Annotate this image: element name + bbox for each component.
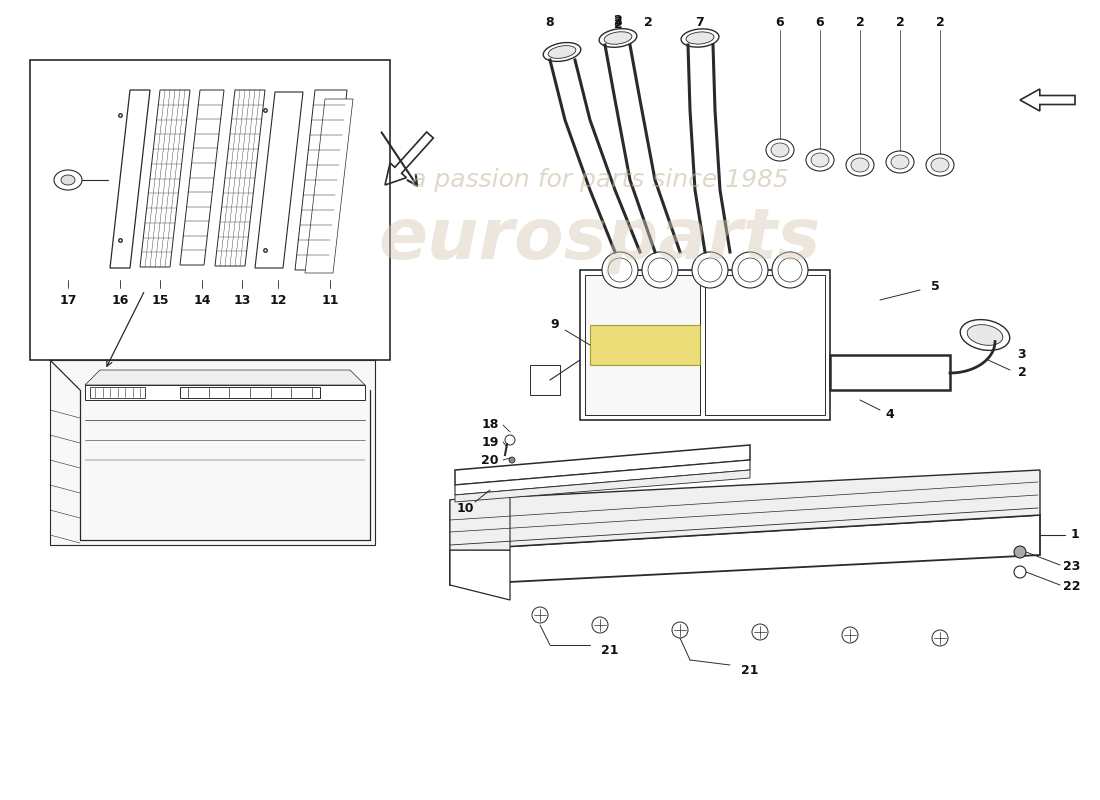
Polygon shape	[180, 90, 224, 265]
Text: 21: 21	[602, 643, 618, 657]
Polygon shape	[450, 515, 1040, 585]
Circle shape	[532, 607, 548, 623]
Text: 6: 6	[816, 15, 824, 29]
Text: 1: 1	[1070, 529, 1079, 542]
Ellipse shape	[891, 155, 909, 169]
Ellipse shape	[766, 139, 794, 161]
Bar	[590, 325, 700, 365]
Text: 18: 18	[482, 418, 498, 431]
Circle shape	[672, 622, 688, 638]
Polygon shape	[455, 445, 750, 485]
Text: eurosparts: eurosparts	[378, 206, 821, 274]
Polygon shape	[180, 387, 320, 398]
Ellipse shape	[686, 32, 714, 44]
Polygon shape	[830, 355, 950, 390]
Text: 19: 19	[482, 435, 498, 449]
Ellipse shape	[806, 149, 834, 171]
Circle shape	[842, 627, 858, 643]
Polygon shape	[295, 90, 346, 270]
Ellipse shape	[681, 29, 719, 47]
Polygon shape	[455, 460, 750, 495]
Text: 3: 3	[614, 15, 623, 29]
Text: 21: 21	[741, 663, 759, 677]
Text: 12: 12	[270, 294, 287, 306]
Circle shape	[932, 630, 948, 646]
Circle shape	[692, 252, 728, 288]
Text: 7: 7	[695, 15, 704, 29]
Polygon shape	[255, 92, 302, 268]
Ellipse shape	[926, 154, 954, 176]
Ellipse shape	[960, 320, 1010, 350]
Text: 2: 2	[614, 18, 623, 31]
Circle shape	[509, 457, 515, 463]
Ellipse shape	[771, 143, 789, 157]
Text: 16: 16	[111, 294, 129, 306]
Polygon shape	[30, 60, 390, 360]
Polygon shape	[585, 275, 700, 415]
Text: 17: 17	[59, 294, 77, 306]
Circle shape	[1014, 566, 1026, 578]
Text: 5: 5	[931, 281, 939, 294]
Circle shape	[592, 617, 608, 633]
Text: 23: 23	[1064, 561, 1080, 574]
Polygon shape	[305, 99, 353, 273]
Ellipse shape	[931, 158, 949, 172]
Ellipse shape	[60, 175, 75, 185]
Text: 8: 8	[546, 15, 554, 29]
Polygon shape	[85, 385, 365, 400]
Ellipse shape	[811, 153, 829, 167]
Text: 14: 14	[194, 294, 211, 306]
Polygon shape	[85, 370, 365, 385]
Text: 2: 2	[614, 14, 623, 26]
Ellipse shape	[600, 29, 637, 47]
Circle shape	[1014, 546, 1026, 558]
Ellipse shape	[886, 151, 914, 173]
Text: 13: 13	[233, 294, 251, 306]
Polygon shape	[580, 270, 830, 420]
Polygon shape	[450, 490, 510, 550]
Text: 2: 2	[1018, 366, 1026, 378]
Ellipse shape	[543, 42, 581, 62]
Text: 4: 4	[886, 409, 894, 422]
Text: 6: 6	[776, 15, 784, 29]
Polygon shape	[50, 360, 375, 545]
Circle shape	[752, 624, 768, 640]
Polygon shape	[110, 90, 150, 268]
Ellipse shape	[967, 325, 1003, 346]
Text: 15: 15	[152, 294, 168, 306]
Circle shape	[642, 252, 678, 288]
Text: 2: 2	[895, 15, 904, 29]
Text: 20: 20	[482, 454, 498, 466]
Ellipse shape	[54, 170, 82, 190]
Polygon shape	[455, 470, 750, 502]
Text: 2: 2	[936, 15, 945, 29]
Polygon shape	[450, 550, 510, 600]
Polygon shape	[530, 365, 560, 395]
Polygon shape	[140, 90, 190, 267]
Text: 22: 22	[1064, 581, 1080, 594]
Text: 2: 2	[644, 15, 652, 29]
Polygon shape	[450, 470, 1040, 550]
Polygon shape	[705, 275, 825, 415]
Ellipse shape	[851, 158, 869, 172]
Text: 2: 2	[856, 15, 865, 29]
Text: a passion for parts since 1985: a passion for parts since 1985	[411, 168, 789, 192]
Circle shape	[505, 435, 515, 445]
Text: 9: 9	[551, 318, 559, 331]
Text: 10: 10	[456, 502, 474, 514]
Ellipse shape	[548, 46, 575, 58]
Ellipse shape	[604, 32, 631, 44]
Polygon shape	[214, 90, 265, 266]
Text: 11: 11	[321, 294, 339, 306]
Text: 3: 3	[1018, 349, 1026, 362]
Circle shape	[772, 252, 808, 288]
Circle shape	[732, 252, 768, 288]
Circle shape	[602, 252, 638, 288]
Ellipse shape	[846, 154, 874, 176]
Polygon shape	[90, 387, 145, 398]
